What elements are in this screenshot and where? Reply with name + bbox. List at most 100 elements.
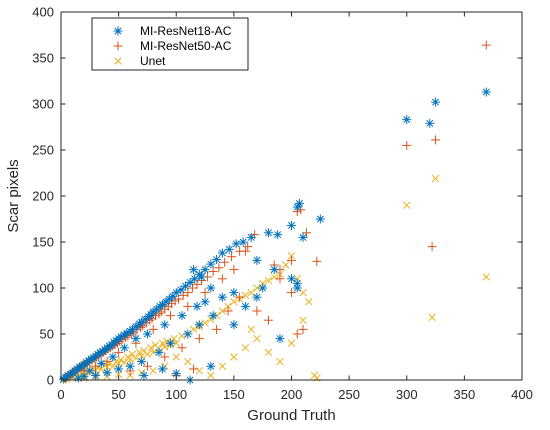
data-point-plus-2-67: [229, 265, 239, 275]
x-tick-label-8: 400: [511, 387, 533, 402]
data-point-x-3-66: [230, 353, 238, 361]
legend-marker-1: [113, 26, 123, 36]
data-point-asterisk-1-95: [287, 274, 296, 284]
data-point-plus-2-52: [220, 257, 230, 267]
data-point-x-3-29: [143, 350, 152, 358]
data-point-asterisk-1-61: [295, 198, 305, 208]
data-point-asterisk-1-100: [292, 278, 302, 288]
data-point-plus-2-86: [252, 306, 262, 316]
legend-label-series-1: MI-ResNet18-AC: [140, 24, 232, 38]
data-point-plus-2-63: [312, 256, 322, 266]
data-point-asterisk-1-99: [275, 334, 285, 344]
data-point-asterisk-1-106: [402, 115, 412, 125]
data-point-asterisk-1-88: [177, 311, 187, 321]
data-point-asterisk-1-90: [229, 288, 239, 298]
data-point-x-3-48: [224, 302, 232, 311]
data-point-plus-2-80: [160, 352, 170, 362]
data-point-x-3-38: [170, 334, 178, 343]
legend-markers: [113, 26, 123, 65]
data-point-plus-2-95: [481, 40, 491, 50]
data-point-x-3-69: [253, 334, 261, 343]
data-point-asterisk-1-75: [125, 361, 135, 371]
data-point-asterisk-1-104: [157, 364, 167, 374]
data-point-asterisk-1-94: [269, 265, 279, 275]
data-point-plus-2-71: [165, 311, 175, 321]
data-point-plus-2-94: [431, 135, 441, 145]
data-points: [58, 40, 491, 385]
data-point-asterisk-1-97: [229, 320, 239, 330]
data-point-plus-2-70: [183, 301, 193, 311]
tick-marks: [60, 11, 523, 381]
data-point-x-3-55: [264, 276, 273, 285]
data-point-asterisk-1-89: [192, 301, 202, 311]
data-point-asterisk-1-57: [263, 228, 273, 238]
data-point-x-3-39: [172, 339, 181, 347]
data-point-plus-2-92: [402, 140, 412, 150]
data-point-x-3-59: [287, 252, 296, 260]
data-point-asterisk-1-73: [154, 347, 164, 357]
data-point-x-3-70: [264, 348, 273, 357]
data-point-plus-2-45: [183, 288, 193, 298]
data-point-plus-2-74: [114, 347, 124, 357]
data-point-x-3-65: [218, 362, 227, 370]
data-point-asterisk-1-60: [292, 202, 302, 212]
data-point-plus-2-65: [292, 329, 302, 339]
data-point-plus-2-59: [287, 255, 296, 265]
data-point-asterisk-1-72: [165, 338, 175, 348]
data-point-asterisk-1-105: [139, 370, 149, 380]
data-point-asterisk-1-62: [298, 232, 308, 242]
y-tick-label-8: 400: [32, 5, 54, 20]
data-point-asterisk-1-86: [142, 329, 152, 339]
data-point-asterisk-1-83: [108, 352, 118, 362]
x-tick-label-6: 300: [396, 387, 418, 402]
data-point-asterisk-1-81: [85, 366, 95, 376]
data-point-plus-2-89: [275, 274, 285, 284]
data-point-x-3-52: [247, 288, 255, 297]
x-tick-label-5: 250: [338, 387, 360, 402]
tick-labels: 0 50 100 150 200 250 300 350 400 0 50 100 150 200 250 3…: [32, 5, 533, 403]
data-point-x-3-31: [149, 348, 157, 357]
data-point-asterisk-1-51: [212, 254, 222, 264]
data-point-x-3-42: [189, 325, 198, 334]
data-point-asterisk-1-65: [197, 272, 207, 282]
data-point-plus-2-72: [148, 324, 158, 334]
legend-marker-3: [114, 57, 122, 65]
y-axis-label: Scar pixels: [5, 159, 22, 232]
x-tick-label-4: 200: [281, 387, 303, 402]
data-point-asterisk-1-63: [315, 214, 325, 224]
data-point-asterisk-1-101: [206, 361, 216, 371]
legend-label-series-2: MI-ResNet50-AC: [140, 39, 232, 53]
legend: MI-ResNet18-AC MI-ResNet50-AC Unet: [91, 17, 249, 71]
data-point-plus-2-81: [177, 343, 187, 353]
data-point-x-3-72: [287, 339, 296, 347]
data-point-x-3-87: [428, 313, 436, 322]
data-point-x-3-26: [135, 348, 144, 357]
legend-label-series-3: Unet: [140, 54, 166, 68]
data-point-plus-2-66: [240, 246, 250, 256]
data-point-x-3-53: [253, 284, 261, 292]
data-point-asterisk-1-69: [208, 311, 218, 321]
x-tick-label-7: 350: [454, 387, 476, 402]
data-point-x-3-62: [305, 298, 313, 306]
data-point-x-3-64: [207, 371, 215, 380]
data-point-x-3-58: [281, 261, 290, 269]
y-tick-label-2: 100: [32, 281, 54, 296]
data-point-asterisk-1-92: [252, 255, 262, 265]
data-point-plus-2-51: [214, 263, 224, 273]
data-point-x-3-71: [276, 357, 284, 366]
x-tick-label-2: 100: [165, 387, 187, 402]
data-point-asterisk-1-109: [481, 87, 491, 97]
data-point-x-3-79: [149, 367, 157, 375]
data-point-x-3-61: [299, 288, 307, 297]
data-point-plus-2-53: [227, 252, 237, 262]
data-point-x-3-49: [230, 298, 238, 306]
data-point-x-3-25: [132, 354, 140, 362]
y-tick-label-4: 200: [32, 189, 54, 204]
data-point-x-3-23: [126, 356, 134, 364]
y-tick-label-7: 350: [32, 51, 54, 66]
data-point-asterisk-1-84: [119, 343, 129, 353]
data-point-x-3-88: [431, 174, 440, 183]
data-point-x-3-47: [218, 307, 227, 315]
data-point-asterisk-1-85: [131, 334, 141, 344]
